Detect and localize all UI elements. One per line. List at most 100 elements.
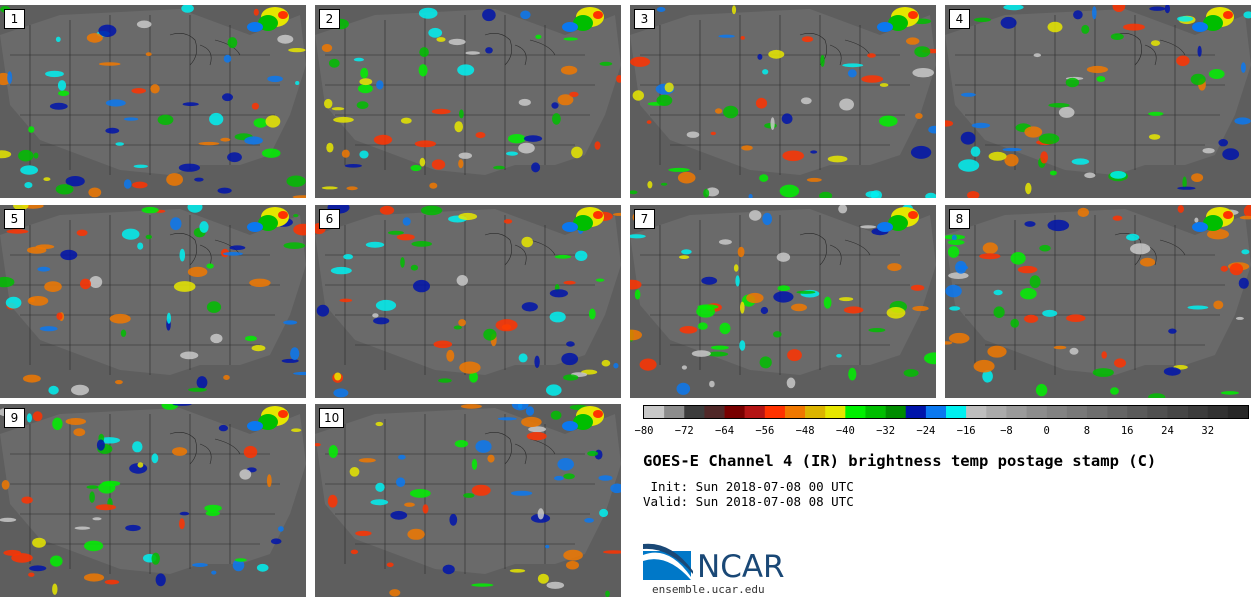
map-panel: 4 [945,5,1251,198]
colorbar-frame [643,405,1249,419]
panel-number-label: 10 [319,408,345,428]
website-url: ensemble.ucar.edu [652,583,765,596]
convection-features [0,5,306,198]
colorbar-tick-label: 24 [1161,425,1174,437]
map-image [945,205,1251,398]
panel-number-label: 6 [319,209,340,229]
convection-features [315,404,621,597]
convection-features [945,5,1251,198]
map-image [315,205,621,398]
panel-number-label: 1 [4,9,25,29]
land-area [945,9,1251,175]
colorbar-segment [1086,406,1108,418]
map-image [945,5,1251,198]
colorbar-segment [1026,406,1047,418]
panel-number-label: 9 [4,408,25,428]
colorbar-segment [724,406,745,418]
map-panel: 3 [630,5,936,198]
map-panel: 1 [0,5,306,198]
colorbar-segment [684,406,705,418]
valid-time: Valid: Sun 2018-07-08 08 UTC [643,494,854,509]
land-area [945,209,1251,375]
colorbar-segment [1066,406,1088,418]
colorbar-segment [845,406,866,418]
colorbar-segment [1167,406,1188,418]
colorbar-tick-label: −16 [956,425,976,437]
map-image [315,7,621,191]
land-area [315,209,621,375]
state-borders [10,414,280,574]
convection-features [0,404,302,595]
colorbar-tick-label: 0 [1043,425,1050,437]
ncar-logo-icon [643,543,693,580]
map-panel: 10 [315,404,621,597]
map-panel: 5 [0,205,306,398]
colorbar-segment [966,406,987,418]
colorbar-segment [1127,406,1148,418]
map-image [0,205,306,396]
colorbar-segment [1227,406,1249,418]
convection-features [630,5,936,198]
colorbar-segment [1006,406,1027,418]
land-area [0,408,306,574]
init-time: Init: Sun 2018-07-08 00 UTC [643,479,854,494]
colorbar-tick-label: −8 [1000,425,1013,437]
convection-features [630,205,936,395]
convection-features [321,7,621,191]
colorbar-segment [825,406,846,418]
panel-number-label: 3 [634,9,655,29]
colorbar-tick-label: −80 [634,425,654,437]
colorbar-tick-label: −48 [795,425,815,437]
colorbar-segment [784,406,806,418]
land-area [315,9,621,175]
colorbar-tick-label: −64 [715,425,735,437]
colorbar-tick-label: −32 [876,425,896,437]
state-borders [955,15,1225,175]
colorbar-segment [946,406,967,418]
map-image [0,404,306,595]
colorbar-segment [1046,406,1068,418]
colorbar-segment [805,406,826,418]
colorbar-tick-label: 32 [1201,425,1215,437]
colorbar-segment [704,406,725,418]
colorbar-segment [925,406,947,418]
panel-number-label: 5 [4,209,25,229]
colorbar-segment [1147,406,1168,418]
colorbar-segment [644,406,665,418]
map-image [315,404,621,597]
colorbar-segment [1187,406,1209,418]
panel-number-label: 2 [319,9,340,29]
state-borders [640,15,910,175]
land-area [630,9,936,175]
map-image [630,5,936,198]
map-panel: 2 [315,5,621,198]
convection-features [0,205,306,396]
land-area [315,408,621,574]
land-area [0,209,306,375]
map-panel: 7 [630,205,936,398]
panel-number-label: 8 [949,209,970,229]
colorbar-segment [865,406,886,418]
figure-title: GOES-E Channel 4 (IR) brightness temp po… [643,452,1157,470]
map-panel: 9 [0,404,306,597]
colorbar-segment [664,406,685,418]
colorbar-segment [764,406,786,418]
colorbar-tick-label: −40 [835,425,855,437]
map-image [0,5,306,198]
convection-features [945,205,1251,398]
colorbar-tick-label: −24 [916,425,936,437]
panel-number-label: 4 [949,9,970,29]
colorbar-segment [885,406,907,418]
colorbar-segment [744,406,766,418]
map-panel: 6 [315,205,621,398]
colorbar-segment [986,406,1007,418]
colorbar-tick-label: −56 [755,425,775,437]
map-panel: 8 [945,205,1251,398]
colorbar [643,405,1249,419]
colorbar-tick-label: 8 [1083,425,1091,437]
ncar-wordmark: NCAR [697,549,785,585]
colorbar-segment [1207,406,1229,418]
colorbar-segment [905,406,927,418]
map-image [630,205,936,395]
colorbar-segment [1107,406,1128,418]
